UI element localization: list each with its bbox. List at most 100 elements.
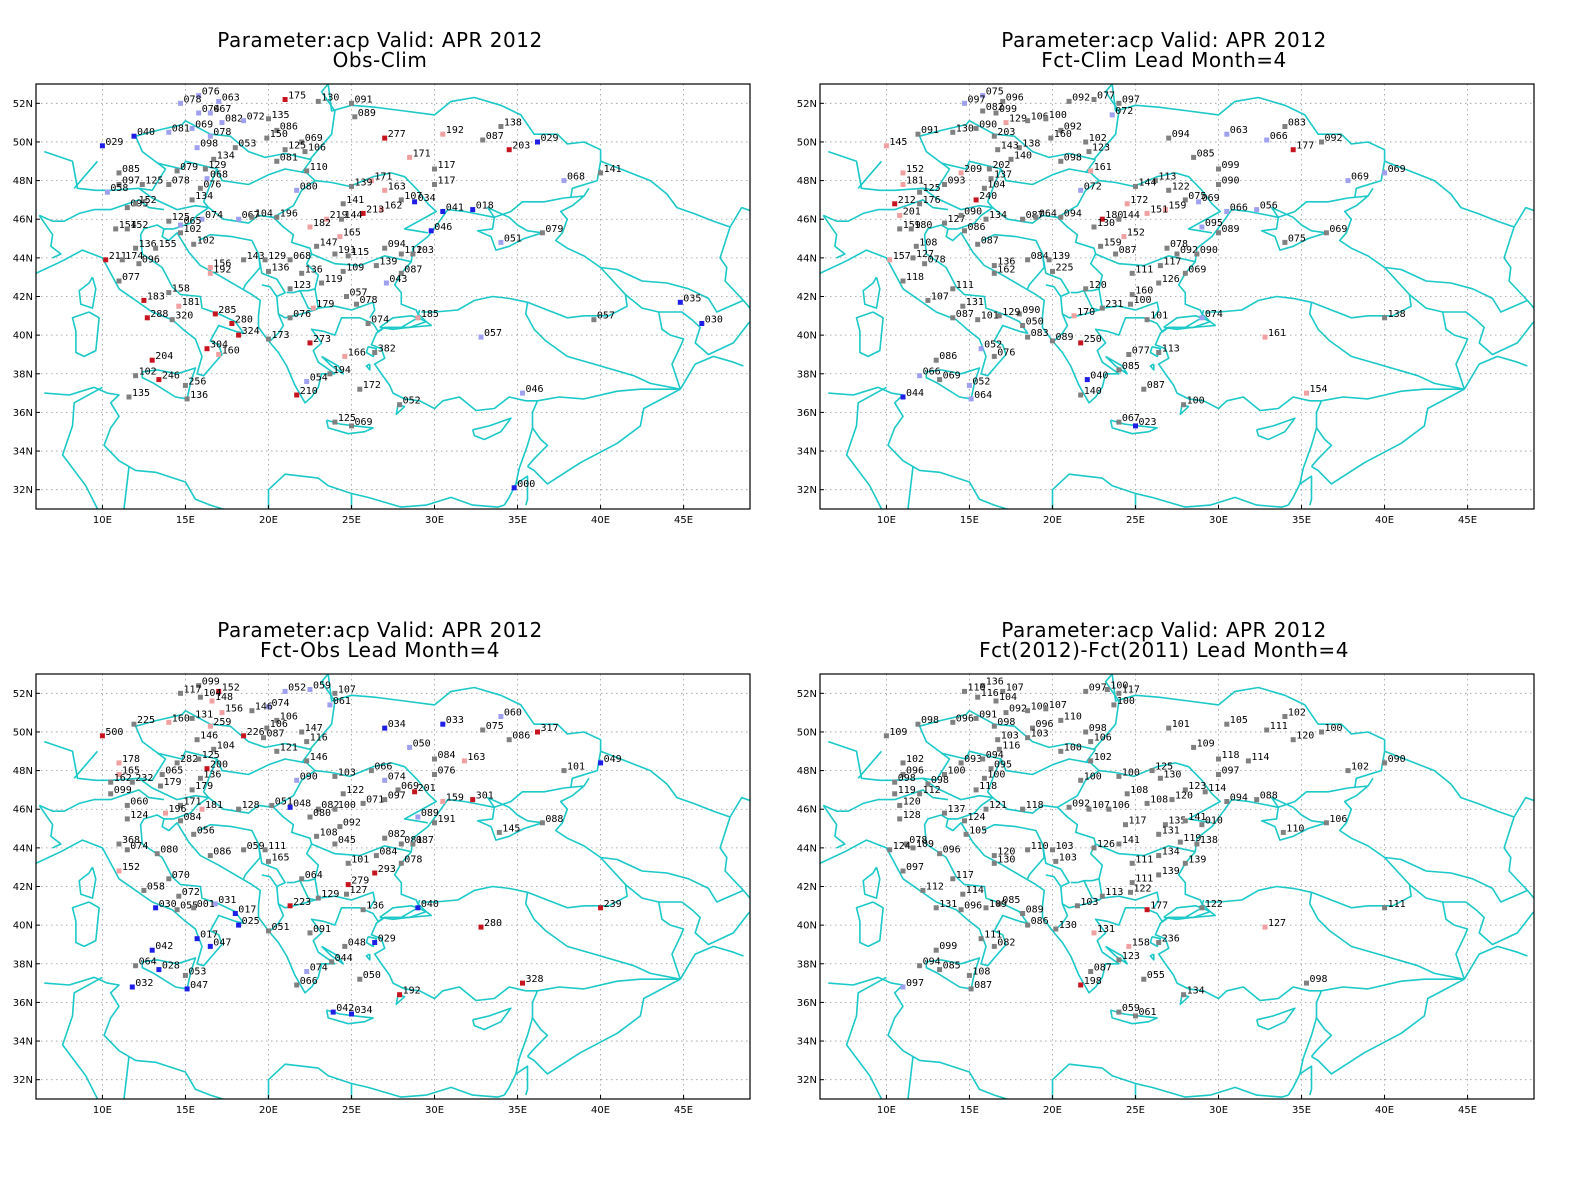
- coastline: [857, 160, 883, 189]
- station-value-label: 098: [997, 717, 1015, 728]
- station-value-label: 099: [999, 104, 1017, 115]
- station-marker: [973, 197, 979, 203]
- coastline: [969, 674, 1120, 751]
- station-value-label: 096: [943, 845, 961, 856]
- station-marker: [178, 802, 183, 808]
- station-value-label: 096: [906, 766, 924, 777]
- station-marker: [236, 332, 242, 338]
- station-value-label: 094: [388, 239, 406, 250]
- station-marker: [124, 802, 130, 808]
- station-marker: [983, 216, 989, 222]
- station-value-label: 085: [1122, 361, 1140, 372]
- station-marker: [108, 791, 114, 797]
- lat-tick-label: 40N: [797, 921, 817, 932]
- coastline: [1095, 843, 1196, 857]
- station-marker: [1169, 797, 1175, 803]
- coastline: [1163, 905, 1216, 921]
- lat-tick-label: 32N: [13, 1075, 33, 1086]
- station-marker: [113, 226, 119, 232]
- station-value-label: 070: [172, 870, 190, 881]
- station-marker: [349, 423, 354, 429]
- station-value-label: 102: [1094, 752, 1112, 763]
- coastline: [1084, 84, 1086, 85]
- station-marker: [887, 257, 893, 263]
- station-marker: [1156, 940, 1162, 945]
- station-value-label: 136: [272, 262, 290, 273]
- station-value-label: 040: [1090, 371, 1108, 382]
- coastline: [476, 216, 544, 251]
- station-marker: [219, 710, 225, 716]
- station-marker: [1202, 789, 1208, 795]
- station-value-label: 225: [1056, 262, 1074, 273]
- station-value-label: 091: [921, 125, 939, 136]
- station-value-label: 097: [1222, 766, 1240, 777]
- station-value-label: 178: [122, 754, 140, 765]
- station-marker: [598, 905, 604, 911]
- station-value-label: 165: [343, 228, 361, 239]
- station-marker: [1304, 390, 1309, 396]
- lat-tick-label: 46N: [797, 805, 817, 816]
- station-marker: [897, 226, 903, 232]
- station-value-label: 161: [1268, 328, 1286, 339]
- station-marker: [900, 278, 906, 284]
- lat-tick-label: 52N: [797, 689, 817, 700]
- station-marker: [1199, 905, 1205, 911]
- station-value-label: 030: [159, 899, 177, 910]
- station-marker: [304, 379, 310, 384]
- station-marker: [950, 719, 956, 725]
- station-value-label: 043: [389, 274, 407, 285]
- station-marker: [99, 143, 105, 149]
- station-marker: [299, 876, 305, 882]
- coastline: [1384, 266, 1528, 313]
- station-value-label: 328: [526, 974, 544, 985]
- station-value-label: 136: [997, 257, 1015, 268]
- station-value-label: 232: [135, 773, 153, 784]
- station-marker: [124, 816, 130, 822]
- coastline: [1367, 187, 1374, 197]
- station-marker: [978, 936, 984, 942]
- station-marker: [365, 321, 371, 326]
- station-marker: [1182, 860, 1188, 866]
- station-marker: [299, 139, 305, 145]
- station-value-label: 101: [351, 854, 369, 865]
- station-marker: [378, 207, 384, 213]
- coastline: [1441, 901, 1469, 980]
- coastline: [925, 367, 981, 400]
- station-value-label: 136: [986, 677, 1004, 688]
- station-marker: [1116, 419, 1122, 425]
- station-value-label: 181: [182, 297, 200, 308]
- station-marker: [1144, 800, 1150, 806]
- coastline: [1041, 253, 1070, 298]
- station-marker: [153, 905, 159, 911]
- station-marker: [440, 721, 446, 727]
- station-marker: [1109, 112, 1115, 118]
- coastline: [365, 935, 378, 948]
- station-value-label: 111: [268, 841, 286, 852]
- station-value-label: 150: [270, 129, 288, 140]
- station-marker: [410, 841, 416, 847]
- station-marker: [1323, 230, 1329, 236]
- station-marker: [1020, 911, 1026, 916]
- station-marker: [561, 768, 567, 774]
- station-marker: [1181, 402, 1187, 408]
- station-marker: [1156, 853, 1162, 859]
- station-value-label: 117: [956, 870, 974, 881]
- station-marker: [991, 860, 997, 866]
- station-marker: [327, 702, 333, 708]
- map-panel-fct-clim: Parameter:acp Valid: APR 2012 Fct-Clim L…: [784, 30, 1544, 590]
- station-marker: [133, 245, 139, 251]
- station-marker: [174, 168, 180, 174]
- station-value-label: 095: [130, 199, 148, 210]
- station-marker: [287, 286, 293, 292]
- station-marker: [995, 147, 1001, 153]
- coastline: [1384, 856, 1528, 903]
- station-value-label: 141: [1188, 812, 1206, 823]
- coastline: [515, 475, 529, 506]
- station-value-label: 109: [889, 727, 907, 738]
- coastline: [906, 1056, 914, 1099]
- station-value-label: 069: [1329, 224, 1347, 235]
- station-value-label: 076: [997, 347, 1015, 358]
- station-value-label: 109: [916, 839, 934, 850]
